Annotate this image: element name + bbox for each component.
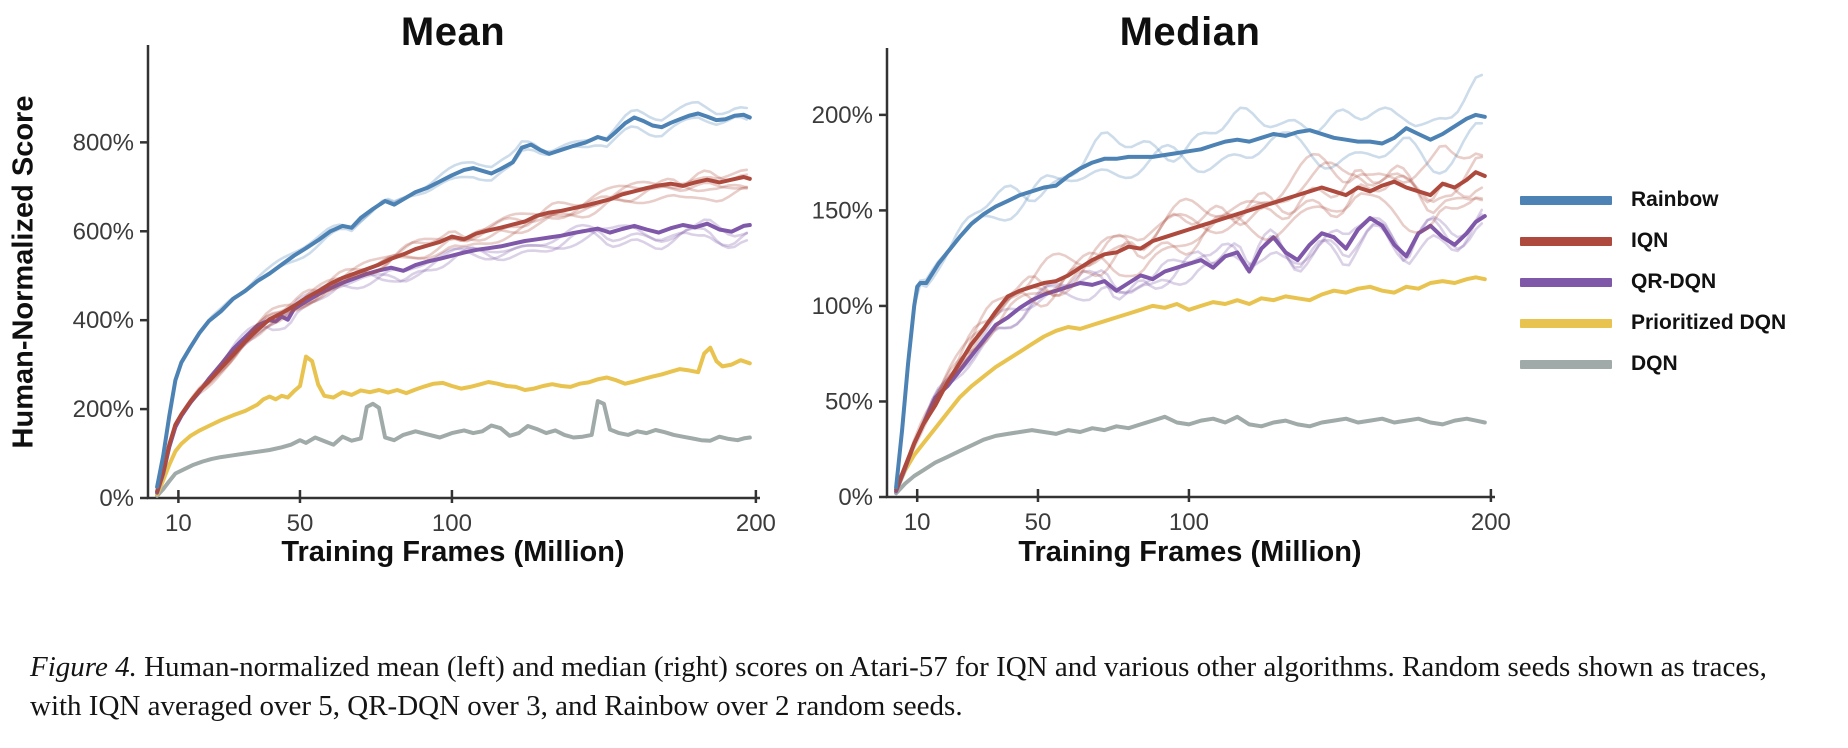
series-rainbow-trace (894, 122, 1484, 489)
series-rainbow-line (894, 112, 1487, 490)
y-tick-label: 600% (73, 218, 134, 245)
legend-item-rainbow: Rainbow (1520, 188, 1786, 212)
series-qr-dqn-line (155, 221, 752, 495)
y-tick-label: 100% (812, 293, 873, 320)
series-qr-dqn-trace (894, 208, 1484, 493)
series-rainbow-trace (155, 100, 749, 489)
y-tick-label: 400% (73, 307, 134, 334)
y-tick-label: 200% (73, 396, 134, 423)
axis-spine (885, 48, 1495, 499)
x-tick-label: 200 (736, 510, 776, 537)
legend-swatch-qr-dqn (1520, 277, 1612, 287)
series-iqn-trace (155, 185, 749, 493)
legend-swatch-dqn (1520, 359, 1612, 369)
legend-label-dqn: DQN (1631, 352, 1678, 375)
legend-item-dqn: DQN (1520, 352, 1786, 376)
figure-caption-body: Human-normalized mean (left) and median … (30, 651, 1767, 722)
x-tick-label: 10 (904, 509, 931, 536)
legend: Rainbow IQN QR-DQN Prioritized DQN DQN (1520, 188, 1786, 393)
legend-label-rainbow: Rainbow (1631, 188, 1719, 211)
figure-caption: Figure 4. Human-normalized mean (left) a… (30, 648, 1825, 726)
series-iqn-trace (155, 180, 749, 493)
legend-swatch-rainbow (1520, 195, 1612, 205)
y-tick-label: 800% (73, 129, 134, 156)
series-rainbow-line (155, 111, 752, 489)
series-dqn-line (155, 399, 752, 498)
legend-swatch-iqn (1520, 236, 1612, 246)
legend-label-prioritized-dqn: Prioritized DQN (1631, 311, 1787, 334)
y-tick-label: 0% (838, 484, 873, 511)
x-tick-label: 200 (1471, 509, 1511, 536)
series-iqn-line (894, 170, 1487, 492)
x-tick-label: 10 (165, 510, 192, 537)
y-tick-label: 50% (825, 388, 873, 415)
x-axis-label-mean: Training Frames (Million) (281, 536, 625, 568)
x-tick-label: 50 (1025, 509, 1052, 536)
y-tick-label: 150% (812, 197, 873, 224)
series-rainbow-trace (894, 73, 1484, 489)
axis-spine (146, 45, 760, 500)
x-tick-label: 50 (287, 510, 314, 537)
series-prioritized-dqn-line (894, 275, 1487, 494)
series-iqn-line (155, 175, 752, 494)
series-iqn-trace (894, 192, 1484, 491)
series-prioritized-dqn-line (155, 345, 752, 497)
series-iqn-trace (155, 169, 749, 493)
chart-title-median: Median (1119, 10, 1261, 54)
legend-item-iqn: IQN (1520, 229, 1786, 253)
y-tick-label: 200% (812, 102, 873, 129)
figure-caption-label: Figure 4. (30, 651, 137, 683)
legend-swatch-prioritized-dqn (1520, 318, 1612, 328)
legend-item-prioritized-dqn: Prioritized DQN (1520, 311, 1786, 335)
series-qr-dqn-line (894, 214, 1487, 494)
legend-label-qr-dqn: QR-DQN (1631, 270, 1717, 293)
x-tick-label: 100 (1169, 509, 1209, 536)
y-axis-label: Human-Normalized Score (7, 95, 40, 449)
y-tick-label: 0% (99, 485, 134, 512)
chart-median: 10 50 100 200 0% 50% 100% 150% 200% (812, 48, 1511, 536)
series-iqn-trace (894, 164, 1484, 491)
charts-canvas: 10 50 100 200 0% 200% 400% 600% 800% 10 50 100 200 0%… (73, 45, 1511, 537)
x-tick-label: 100 (432, 510, 472, 537)
legend-item-qr-dqn: QR-DQN (1520, 270, 1786, 294)
series-qr-dqn-trace (155, 224, 749, 494)
legend-label-iqn: IQN (1631, 229, 1669, 252)
chart-title-mean: Mean (400, 10, 506, 54)
chart-mean: 10 50 100 200 0% 200% 400% 600% 800% (73, 45, 776, 537)
x-axis-label-median: Training Frames (Million) (1018, 536, 1362, 568)
series-dqn-line (894, 414, 1487, 496)
series-qr-dqn-trace (894, 217, 1484, 493)
